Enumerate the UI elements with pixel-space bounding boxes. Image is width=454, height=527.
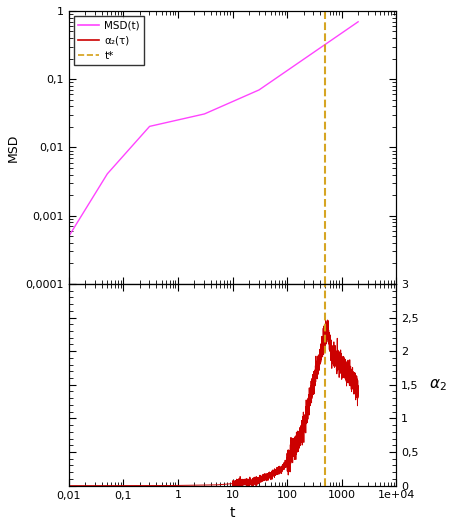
Legend: MSD(t), α₂(τ), t*: MSD(t), α₂(τ), t* [74,16,144,65]
Y-axis label: MSD: MSD [7,133,20,162]
X-axis label: t: t [230,506,235,520]
Y-axis label: $\alpha_2$: $\alpha_2$ [429,377,447,393]
